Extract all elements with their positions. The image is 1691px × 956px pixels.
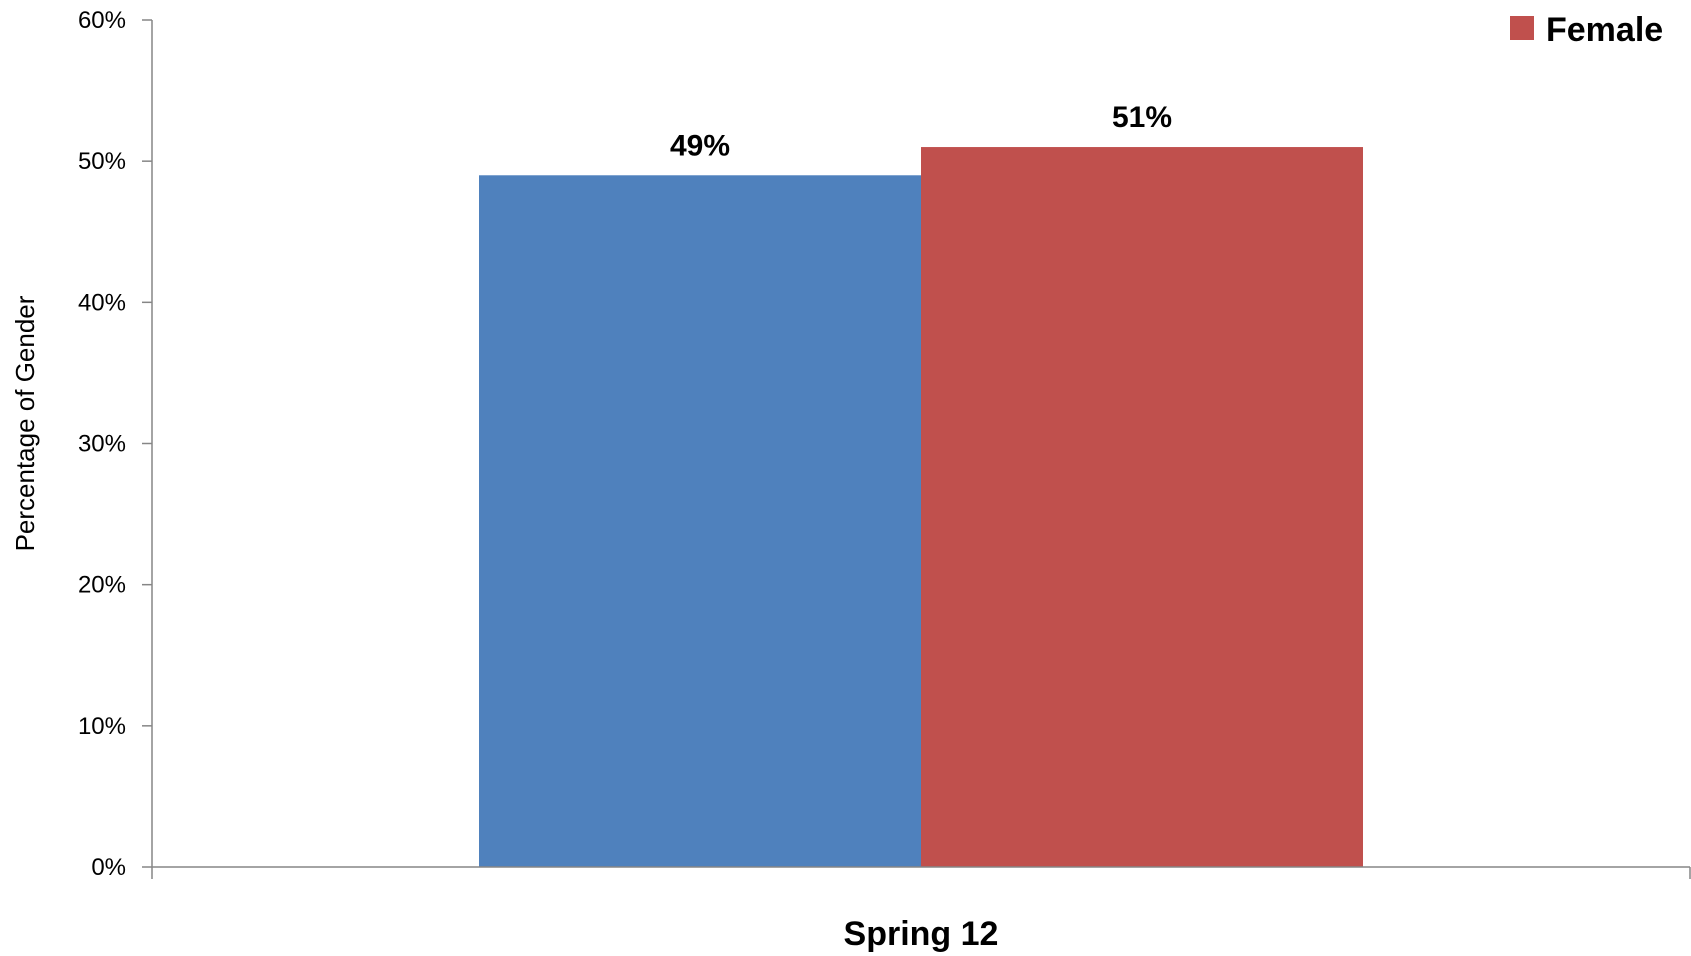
bar-series-2 [921,147,1363,868]
y-tick-label: 10% [78,713,126,740]
x-category-label: Spring 12 [844,915,999,953]
legend: Female [1510,11,1663,49]
data-label-series-1: 49% [670,129,730,162]
bars [479,147,1363,868]
legend-swatch-female [1510,16,1534,40]
y-axis-title: Percentage of Gender [10,295,40,551]
y-axis-ticks: 0% 10% 20% 30% 40% 50% 60% [78,7,152,881]
y-tick-label: 60% [78,7,126,34]
y-tick-label: 0% [91,854,126,881]
x-axis-ticks [151,867,1691,879]
bar-series-1 [479,175,921,868]
data-labels: 49% 51% [670,101,1172,162]
y-tick-label: 30% [78,431,126,458]
y-tick-label: 20% [78,572,126,599]
y-tick-label: 40% [78,289,126,316]
legend-label-female: Female [1546,11,1663,49]
data-label-series-2: 51% [1112,101,1172,134]
y-tick-label: 50% [78,148,126,175]
